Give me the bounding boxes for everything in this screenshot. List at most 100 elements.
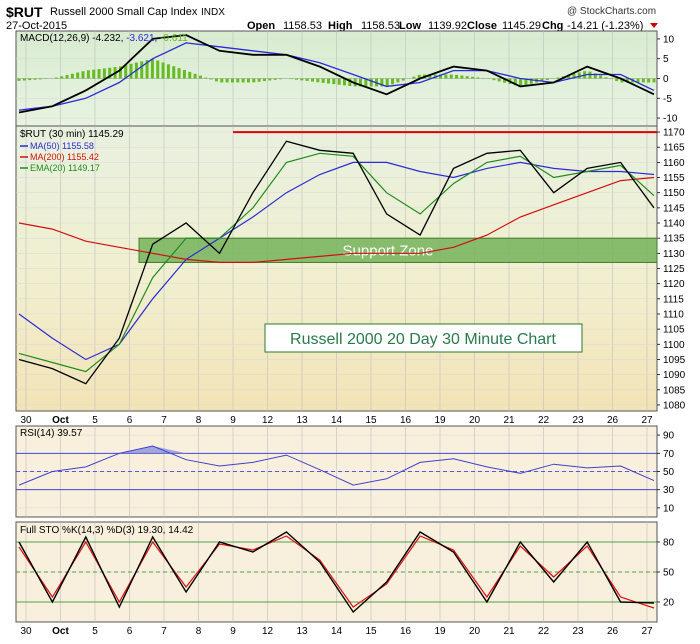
price-tick-label: 1080 [663, 400, 686, 411]
x-axis-label: 6 [127, 626, 133, 637]
symbol: $RUT [6, 4, 43, 20]
x-axis-label: 5 [92, 415, 98, 426]
annotation-box [264, 323, 583, 353]
price-tick-label: 1145 [663, 203, 685, 214]
price-tick-label: 1125 [663, 264, 685, 275]
x-axis-label: 12 [262, 626, 274, 637]
macd-line [18, 34, 655, 114]
price-ema20-line [18, 152, 655, 373]
x-axis-label: 19 [434, 626, 446, 637]
price-label: $RUT (30 min) 1145.29 [20, 129, 124, 140]
chg-value: -14.21 (-1.23%) [567, 20, 643, 32]
x-axis-label: 30 [20, 626, 32, 637]
x-axis-label: 5 [92, 626, 98, 637]
exchange: INDX [201, 7, 225, 18]
svg-text:Open 1158.53 High: Open 1158.53 High 1158.53 Low 1139.92 Cl… [247, 20, 643, 32]
down-arrow-icon [650, 23, 658, 28]
rsi-tick-label: 70 [663, 449, 675, 460]
price-panel: 1170 1165 1160 1155 1150 1145 1140 1135 1130 1125… [15, 125, 686, 412]
sto-tick-label: 80 [663, 538, 675, 549]
macd-tick-label: -10 [663, 114, 678, 125]
legend-ema20: EMA(20) 1149.17 [30, 163, 100, 173]
x-axis-label: 26 [607, 626, 619, 637]
price-tick-label: 1170 [663, 128, 685, 139]
macd-tick-label: 10 [663, 34, 675, 45]
sto-tick-label: 20 [663, 598, 675, 609]
sto-label: Full STO %K(14,3) %D(3) 19.30, 14.42 [20, 525, 194, 536]
sto-panel: 80 50 20 Full STO %K(14,3) %D(3) 19.30, 14.… [15, 521, 675, 623]
x-axis-label: 15 [365, 626, 377, 637]
legend-ma200: MA(200) 1155.42 [30, 152, 99, 162]
price-tick-label: 1165 [663, 143, 685, 154]
date: 27-Oct-2015 [6, 20, 67, 32]
macd-value: -4.232, [92, 33, 126, 44]
price-ma200-line [18, 176, 655, 263]
low-label: Low [399, 20, 421, 32]
rsi-tick-label: 30 [663, 485, 675, 496]
macd-signal-value: -3.621, [126, 33, 160, 44]
x-axis-bottom: 30 Oct 5 6 7 8 9 12 13 14 15 16 19 20 21 22 23 26 27 [20, 626, 653, 637]
macd-name: MACD(12,26,9) [20, 33, 92, 44]
price-tick-label: 1160 [663, 158, 685, 169]
low-value: 1139.92 [428, 20, 467, 32]
price-tick-label: 1120 [663, 279, 685, 290]
price-tick-label: 1095 [663, 355, 686, 366]
x-axis-label: 8 [196, 415, 202, 426]
rsi-overbought-fill [19, 446, 654, 454]
price-tick-label: 1090 [663, 370, 686, 381]
x-axis-label: 13 [296, 415, 308, 426]
x-axis-label: 20 [469, 415, 481, 426]
x-axis-top: 30 Oct 5 6 7 8 9 12 13 14 15 16 19 20 21 22 23 26 27 [20, 415, 653, 426]
price-tick-label: 1135 [663, 234, 685, 245]
x-axis-label: 19 [434, 415, 446, 426]
open-value: 1158.53 [283, 20, 322, 32]
price-tick-label: 1140 [663, 219, 685, 230]
x-axis-label: 14 [331, 415, 343, 426]
x-axis-label: 22 [538, 415, 550, 426]
close-label: Close [467, 20, 497, 32]
x-axis-label: 9 [230, 415, 236, 426]
price-tick-label: 1155 [663, 173, 685, 184]
price-tick-label: 1130 [663, 249, 685, 260]
x-axis-label: 9 [230, 626, 236, 637]
x-axis-label: Oct [52, 626, 69, 637]
chg-label: Chg [542, 20, 563, 32]
annotation-text: Russell 2000 20 Day 30 Minute Chart [290, 331, 556, 348]
rsi-tick-label: 50 [663, 467, 675, 478]
rsi-panel: 90 70 50 30 10 RSI(14) 39.57 [15, 425, 675, 518]
x-axis-label: 16 [400, 415, 412, 426]
price-tick-label: 1150 [663, 188, 685, 199]
x-axis-label: 14 [331, 626, 343, 637]
macd-tick-label: -5 [663, 94, 672, 105]
macd-tick-label: 0 [663, 74, 669, 85]
support-zone-label: Support Zone [343, 242, 434, 259]
macd-panel: 10 5 0 -5 -10 MACD(12,26,9) -4.232, -3.621, -… [15, 30, 678, 127]
high-label: High [328, 20, 353, 32]
x-axis-label: 27 [641, 415, 653, 426]
x-axis-label: 26 [607, 415, 619, 426]
rsi-label: RSI(14) 39.57 [20, 428, 83, 439]
x-axis-label: 27 [641, 626, 653, 637]
price-tick-label: 1105 [663, 325, 685, 336]
x-axis-label: 30 [20, 415, 32, 426]
price-tick-label: 1100 [663, 340, 685, 351]
sto-tick-label: 50 [663, 568, 675, 579]
x-axis-label: 7 [161, 626, 167, 637]
x-axis-label: 22 [538, 626, 550, 637]
x-axis-label: 7 [161, 415, 167, 426]
x-axis-label: 15 [365, 415, 377, 426]
x-axis-label: Oct [52, 415, 69, 426]
x-axis-label: 23 [572, 626, 584, 637]
rsi-line [18, 445, 655, 486]
x-axis-label: 23 [572, 415, 584, 426]
macd-hist-value: -0.611 [160, 33, 188, 44]
price-tick-label: 1085 [663, 385, 686, 396]
price-tick-label: 1115 [663, 294, 684, 305]
macd-tick-label: 5 [663, 54, 669, 65]
watermark: @ StockCharts.com [567, 6, 656, 17]
price-line [18, 140, 655, 385]
x-axis-label: 8 [196, 626, 202, 637]
price-tick-label: 1110 [663, 309, 684, 320]
